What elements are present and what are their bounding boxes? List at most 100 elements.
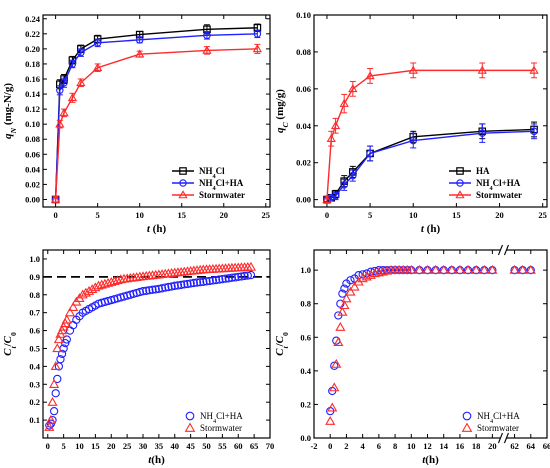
- x-tick-label: 20: [488, 441, 497, 451]
- data-point: [167, 282, 176, 291]
- y-tick-label: 0.8: [300, 299, 311, 309]
- data-point: [77, 48, 85, 57]
- data-point: [325, 415, 336, 425]
- data-point: [339, 300, 350, 310]
- panel-c: 0 5 10 15 20 25 30 35 40 45 50 55 60 65 70 0.1 0.2 0.3 0.4…: [2, 249, 275, 466]
- data-point: [154, 284, 164, 294]
- data-point: [109, 276, 120, 285]
- x-tick-label: 0: [328, 441, 332, 451]
- data-point: [224, 274, 233, 283]
- y-axis-label: Ct/C0: [274, 332, 290, 356]
- y-tick-label: 0.9: [29, 272, 40, 282]
- data-point: [170, 281, 179, 290]
- data-point: [135, 36, 144, 44]
- legend-label: Stormwater: [200, 423, 242, 433]
- series-stormwater: [322, 62, 539, 204]
- x-tick-label: 60: [234, 441, 243, 451]
- legend-marker: [179, 179, 187, 187]
- data-point: [221, 274, 230, 283]
- data-point: [180, 280, 189, 289]
- data-point: [487, 264, 498, 274]
- x-tick-label: 10: [409, 210, 418, 220]
- x-tick-label: 10: [407, 441, 416, 451]
- x-tick-label: 5: [96, 210, 100, 220]
- data-point: [96, 279, 107, 289]
- data-point: [430, 264, 441, 274]
- x-tick-label: 50: [202, 441, 211, 451]
- x-tick-label: 14: [439, 441, 448, 451]
- data-point: [208, 276, 218, 285]
- data-point: [438, 264, 449, 274]
- data-point: [330, 361, 339, 370]
- data-point: [408, 65, 418, 74]
- x-tick-label: 65: [250, 441, 259, 451]
- data-point: [246, 270, 256, 280]
- y-tick-label: 0.12: [25, 104, 40, 114]
- data-point: [478, 129, 487, 137]
- data-point: [59, 108, 69, 117]
- data-point: [227, 273, 237, 282]
- data-point: [56, 86, 64, 95]
- data-point: [67, 93, 78, 102]
- data-point: [252, 44, 263, 53]
- x-tick-label: 70: [266, 441, 275, 451]
- legend-marker: [184, 422, 196, 432]
- series-nh4cl-ha: [45, 270, 256, 430]
- series-stormwater: [325, 264, 536, 425]
- y-tick-label: 0.10: [296, 10, 311, 20]
- data-point: [218, 275, 227, 284]
- data-point: [237, 272, 246, 281]
- y-tick-label: 0.18: [25, 59, 40, 69]
- y-tick-label: 0.04: [296, 121, 312, 131]
- data-point: [60, 79, 68, 87]
- data-point: [406, 264, 417, 274]
- legend-marker: [456, 179, 464, 187]
- x-tick-label: 20: [495, 210, 504, 220]
- data-point: [142, 286, 151, 295]
- data-point: [173, 281, 183, 290]
- x-tick-label: 12: [423, 441, 432, 451]
- y-tick-label: 0.06: [25, 149, 40, 159]
- y-tick-label: 0.22: [25, 29, 40, 39]
- data-point: [326, 133, 336, 143]
- y-tick-label: 0.5: [29, 343, 40, 353]
- data-point: [51, 389, 60, 398]
- data-point: [366, 149, 374, 158]
- data-point: [161, 283, 170, 292]
- legend-label: Stormwater: [199, 190, 245, 200]
- data-point: [346, 276, 355, 285]
- data-point: [348, 84, 358, 93]
- data-point: [330, 120, 341, 130]
- x-tick-label: 2: [344, 441, 348, 451]
- data-point: [93, 39, 102, 47]
- data-point: [53, 334, 64, 344]
- panel-a: 0 5 10 15 20 25 0.00 0.02 0.04 0.06 0.08 0.10 0.12 0.…: [2, 14, 271, 235]
- data-point: [68, 302, 79, 311]
- data-point: [205, 276, 214, 286]
- data-point: [365, 269, 376, 279]
- data-point: [112, 275, 123, 285]
- data-point: [50, 361, 61, 371]
- y-tick-label: 0.04: [25, 164, 41, 174]
- data-point: [55, 119, 65, 128]
- x-tick-label: 45: [186, 441, 195, 451]
- data-point: [50, 194, 61, 203]
- data-point: [454, 264, 466, 274]
- legend-label: NH4Cl+HA: [476, 178, 521, 192]
- data-point: [471, 264, 482, 274]
- data-point: [530, 127, 538, 136]
- data-point: [176, 280, 186, 290]
- data-point: [47, 396, 58, 406]
- data-point: [365, 71, 375, 80]
- data-point: [345, 286, 356, 296]
- x-tick-label: 25: [262, 210, 271, 220]
- data-point: [90, 282, 101, 292]
- x-tick-label: 0: [46, 441, 50, 451]
- legend-marker: [461, 422, 473, 432]
- data-point: [529, 65, 539, 74]
- legend-label: NH4Cl+HA: [200, 411, 243, 425]
- data-point: [338, 289, 347, 298]
- data-point: [45, 414, 57, 424]
- y-tick-label: 0.02: [25, 179, 40, 189]
